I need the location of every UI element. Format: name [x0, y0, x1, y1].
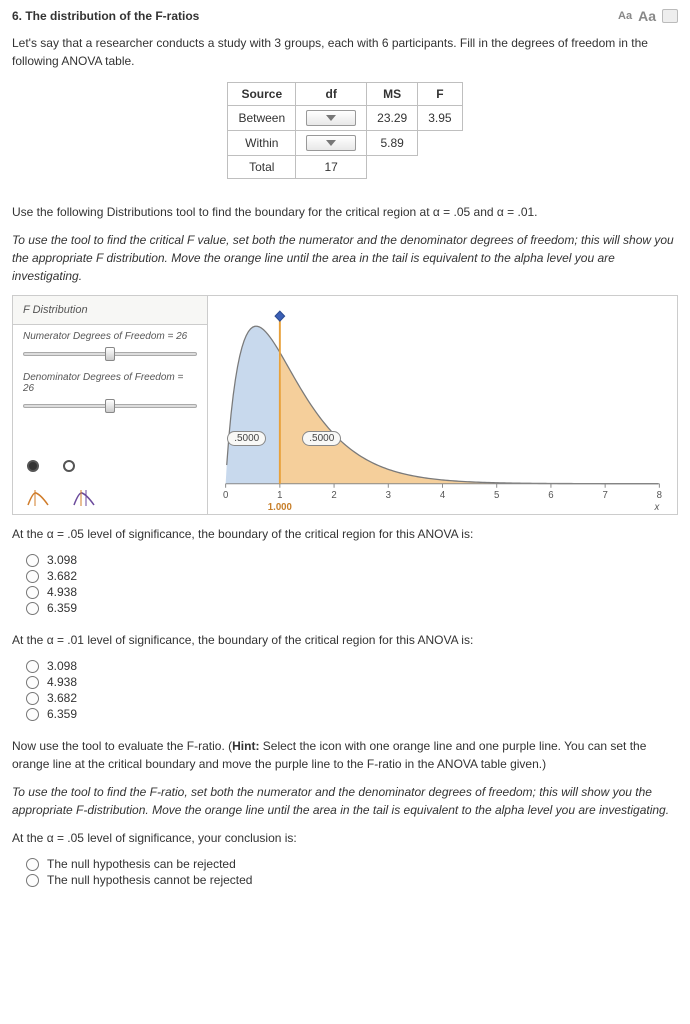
radio-icon — [26, 660, 39, 673]
q1-option-label: 3.098 — [47, 553, 77, 567]
q3-prompt: At the α = .05 level of significance, yo… — [12, 829, 678, 847]
radio-icon — [26, 602, 39, 615]
q3-option-label: The null hypothesis cannot be rejected — [47, 873, 252, 887]
svg-text:8: 8 — [657, 490, 663, 501]
text-size-small[interactable]: Aa — [618, 10, 632, 22]
svg-text:3: 3 — [386, 490, 392, 501]
q3-option-label: The null hypothesis can be rejected — [47, 857, 236, 871]
q2-option-label: 3.098 — [47, 659, 77, 673]
denominator-df-label: Denominator Degrees of Freedom = 26 — [13, 366, 207, 396]
q1-option[interactable]: 4.938 — [26, 585, 678, 599]
radio-icon — [26, 692, 39, 705]
chevron-down-icon — [326, 140, 336, 146]
instruction-critical-f: To use the tool to find the critical F v… — [12, 231, 678, 285]
q2-option-label: 6.359 — [47, 707, 77, 721]
radio-icon — [26, 874, 39, 887]
tool-mode-radio-2[interactable] — [63, 460, 75, 472]
q1-option[interactable]: 6.359 — [26, 601, 678, 615]
radio-icon — [26, 676, 39, 689]
svg-text:6: 6 — [548, 490, 554, 501]
q2-option-label: 3.682 — [47, 691, 77, 705]
q2-option[interactable]: 6.359 — [26, 707, 678, 721]
anova-header-df: df — [296, 83, 367, 106]
numerator-df-slider[interactable] — [23, 348, 197, 360]
svg-text:5: 5 — [494, 490, 500, 501]
q2-option[interactable]: 4.938 — [26, 675, 678, 689]
left-area-label: .5000 — [227, 431, 266, 446]
anova-header-source: Source — [228, 83, 296, 106]
anova-header-f: F — [418, 83, 462, 106]
radio-icon — [26, 858, 39, 871]
right-area-label: .5000 — [302, 431, 341, 446]
q2-option[interactable]: 3.682 — [26, 691, 678, 705]
anova-row-total-source: Total — [228, 156, 296, 179]
anova-row-within-source: Within — [228, 131, 296, 156]
svg-text:x: x — [654, 502, 661, 513]
question-title: 6. The distribution of the F-ratios — [12, 9, 199, 23]
radio-icon — [26, 570, 39, 583]
anova-row-between-ms: 23.29 — [367, 106, 418, 131]
q2-option-label: 4.938 — [47, 675, 77, 689]
q1-option-label: 4.938 — [47, 585, 77, 599]
curve-mode-icon-2[interactable] — [73, 490, 95, 506]
radio-icon — [26, 708, 39, 721]
intro-text: Let's say that a researcher conducts a s… — [12, 34, 678, 70]
q1-option-label: 3.682 — [47, 569, 77, 583]
svg-text:2: 2 — [331, 490, 336, 501]
anova-row-within-ms: 5.89 — [367, 131, 418, 156]
q3-option[interactable]: The null hypothesis can be rejected — [26, 857, 678, 871]
svg-text:1: 1 — [277, 490, 282, 501]
svg-text:0: 0 — [223, 490, 229, 501]
q1-option-label: 6.359 — [47, 601, 77, 615]
f-distribution-tool: F Distribution Numerator Degrees of Free… — [12, 295, 678, 515]
anova-row-between-source: Between — [228, 106, 296, 131]
q3-option[interactable]: The null hypothesis cannot be rejected — [26, 873, 678, 887]
text-size-large[interactable]: Aa — [638, 8, 656, 24]
instruction-distributions: Use the following Distributions tool to … — [12, 203, 678, 221]
q2-option[interactable]: 3.098 — [26, 659, 678, 673]
hint-paragraph: Now use the tool to evaluate the F-ratio… — [12, 737, 678, 773]
anova-row-total-df: 17 — [296, 156, 367, 179]
radio-icon — [26, 554, 39, 567]
anova-header-ms: MS — [367, 83, 418, 106]
curve-mode-icon-1[interactable] — [27, 490, 49, 506]
q1-option[interactable]: 3.682 — [26, 569, 678, 583]
radio-icon — [26, 586, 39, 599]
denominator-df-slider[interactable] — [23, 400, 197, 412]
svg-text:7: 7 — [602, 490, 607, 501]
tool-mode-radio-1[interactable] — [27, 460, 39, 472]
svg-text:1.000: 1.000 — [268, 502, 293, 513]
q1-prompt: At the α = .05 level of significance, th… — [12, 525, 678, 543]
f-distribution-chart[interactable]: 0 1 2 3 4 5 6 7 8x 1.000 .5000 .5000 — [208, 296, 677, 514]
anova-row-between-f: 3.95 — [418, 106, 462, 131]
chevron-down-icon — [326, 115, 336, 121]
q1-option[interactable]: 3.098 — [26, 553, 678, 567]
svg-text:4: 4 — [440, 490, 446, 501]
instruction-f-ratio: To use the tool to find the F-ratio, set… — [12, 783, 678, 819]
print-icon[interactable] — [662, 9, 678, 23]
tool-title: F Distribution — [13, 296, 207, 325]
df-between-dropdown[interactable] — [306, 110, 356, 126]
numerator-df-label: Numerator Degrees of Freedom = 26 — [13, 325, 207, 344]
anova-table: Source df MS F Between 23.29 3.95 Within… — [227, 82, 462, 179]
q2-prompt: At the α = .01 level of significance, th… — [12, 631, 678, 649]
df-within-dropdown[interactable] — [306, 135, 356, 151]
